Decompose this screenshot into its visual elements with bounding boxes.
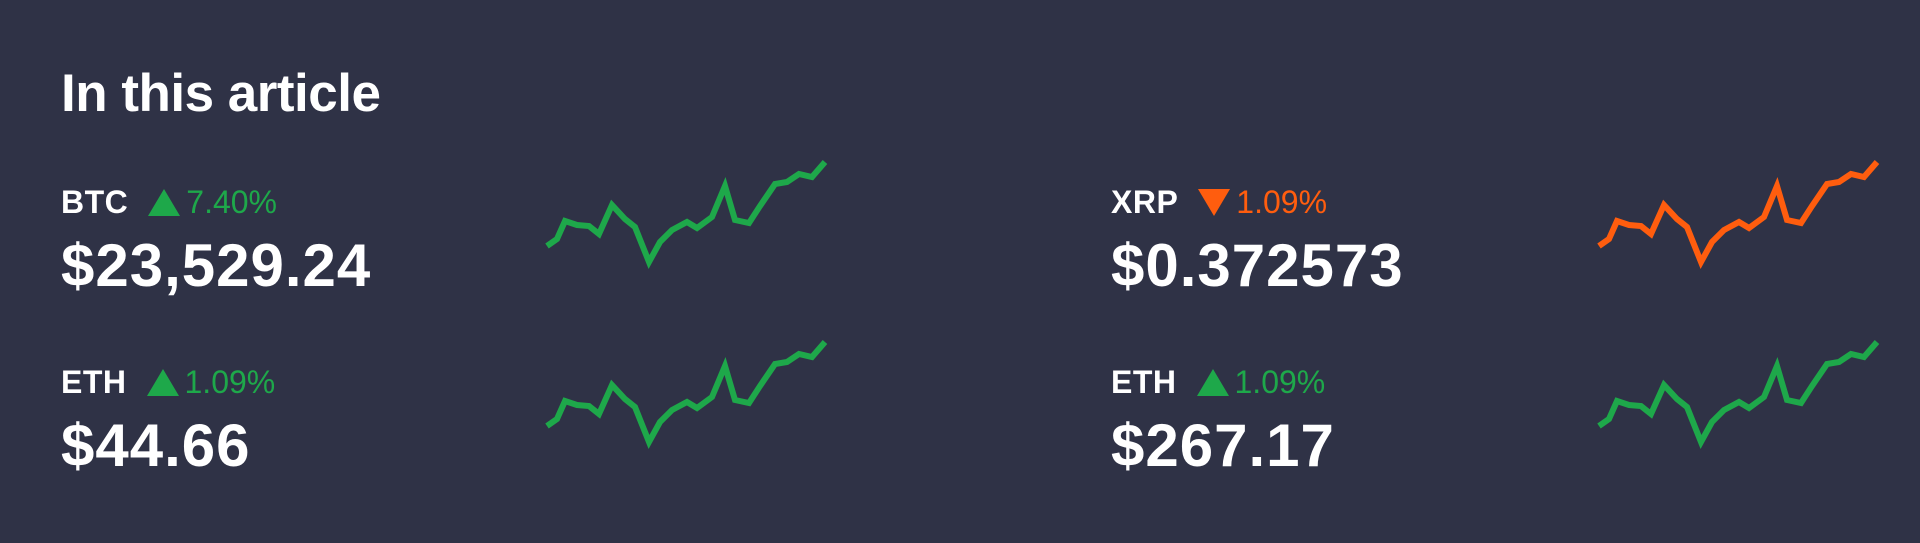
ticker-symbol: ETH — [61, 363, 127, 400]
article-section-title: In this article — [61, 64, 381, 123]
sparkline-chart — [545, 160, 828, 270]
ticker-header: XRP 1.09% — [1111, 182, 1327, 222]
price-change-percent: 1.09% — [1236, 183, 1328, 220]
triangle-up-icon — [146, 368, 179, 396]
price-change-percent: 1.09% — [1234, 363, 1326, 400]
ticker-price: $267.17 — [1111, 412, 1335, 479]
sparkline-chart — [545, 340, 828, 450]
ticker-card-btc[interactable]: BTC 7.40% $23,529.24 — [61, 160, 861, 342]
triangle-up-icon — [1196, 368, 1229, 396]
price-change: 1.09% — [146, 363, 276, 401]
price-change-percent: 7.40% — [186, 183, 277, 220]
price-change: 1.09% — [1198, 184, 1327, 221]
ticker-price: $44.66 — [61, 412, 251, 479]
sparkline-chart — [1597, 160, 1880, 270]
ticker-card-xrp[interactable]: XRP 1.09% $0.372573 — [1111, 160, 1911, 342]
ticker-price: $23,529.24 — [61, 232, 372, 299]
price-change-percent: 1.09% — [184, 363, 276, 400]
price-change: 7.40% — [148, 184, 277, 221]
ticker-symbol: XRP — [1111, 183, 1179, 220]
sparkline-chart — [1597, 340, 1880, 450]
ticker-card-eth[interactable]: ETH 1.09% $44.66 — [61, 340, 861, 522]
price-change: 1.09% — [1196, 363, 1326, 401]
ticker-header: ETH 1.09% — [1111, 362, 1325, 402]
ticker-header: BTC 7.40% — [61, 182, 277, 222]
ticker-header: ETH 1.09% — [61, 362, 275, 402]
triangle-up-icon — [148, 188, 181, 216]
ticker-symbol: ETH — [1111, 363, 1177, 400]
triangle-down-icon — [1198, 188, 1231, 216]
ticker-card-eth[interactable]: ETH 1.09% $267.17 — [1111, 340, 1911, 522]
ticker-price: $0.372573 — [1111, 232, 1404, 299]
ticker-symbol: BTC — [61, 183, 129, 220]
